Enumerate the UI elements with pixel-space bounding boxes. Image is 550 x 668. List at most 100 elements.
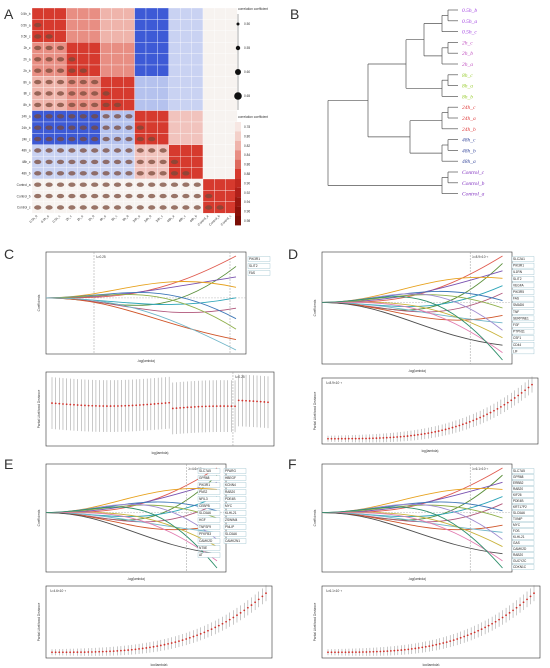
deviance-point <box>362 651 364 653</box>
heatmap-col-label: 2h_b <box>88 214 96 222</box>
deviance-point <box>499 405 502 408</box>
deviance-point <box>204 405 207 408</box>
gene-label-box <box>247 256 271 262</box>
heatmap-cell <box>180 64 192 77</box>
heatmap-cell <box>123 7 135 20</box>
heatmap-glyph <box>79 125 87 130</box>
deviance-point <box>330 437 333 440</box>
deviance-point <box>248 400 251 402</box>
deviance-point <box>228 618 231 621</box>
heatmap-glyph <box>68 159 76 165</box>
heatmap-cell <box>100 76 112 88</box>
heatmap-cell <box>191 110 204 123</box>
deviance-point <box>527 386 530 389</box>
deviance-point <box>188 636 191 639</box>
heatmap-glyph <box>79 79 87 85</box>
deviance-point <box>182 406 185 409</box>
coef-path <box>321 506 503 569</box>
deviance-point <box>73 403 75 406</box>
heatmap-glyph <box>79 171 87 176</box>
deviance-point <box>487 624 490 627</box>
legend-tick-top: 0.50 <box>244 22 250 26</box>
heatmap-cell <box>191 99 204 111</box>
deviance-point <box>120 649 122 652</box>
gene-label: PIK3R1 <box>249 257 260 261</box>
heatmap-cell <box>191 7 204 20</box>
heatmap-cell <box>180 156 192 168</box>
dendrogram-leaf-label: 2h_b <box>462 51 473 57</box>
legend-size-dot <box>234 92 242 100</box>
heatmap-cell <box>202 156 215 168</box>
gene-label: PDE4B <box>513 499 523 503</box>
gene-label: FAS <box>249 271 255 275</box>
heatmap-cell <box>123 76 135 88</box>
deviance-point <box>475 418 478 420</box>
lasso-panel-d: λ=8.9×10⁻³ SLC2A1 PIK3R1 IL1RN SLIT2 VEGFA PIK… <box>313 251 539 453</box>
deviance-point <box>219 405 222 407</box>
heatmap-glyph <box>34 68 42 73</box>
heatmap-cell <box>145 87 158 100</box>
dendrogram-leaf-label: 0.5h_a <box>462 19 477 25</box>
heatmap-cell <box>202 19 215 31</box>
heatmap-cell <box>180 99 192 111</box>
gene-label: CD44 <box>513 343 521 347</box>
gene-label: HGF <box>199 518 206 522</box>
gene-label-box <box>511 480 535 486</box>
heatmap-cell <box>214 156 226 168</box>
panel-label-d: D <box>288 246 299 262</box>
heatmap-cell <box>157 30 169 43</box>
heatmap-cell <box>134 76 147 88</box>
heatmap-glyph <box>136 159 144 165</box>
deviance-point <box>386 650 389 653</box>
gene-label: KLHL21 <box>513 535 525 539</box>
deviance-point <box>445 641 448 644</box>
deviance-point <box>76 404 79 406</box>
y-axis-label: Partial Likelihood Deviance <box>37 603 41 642</box>
deviance-point <box>159 644 162 647</box>
gene-label: SLC6A6 <box>225 532 237 536</box>
heatmap-cell <box>100 64 112 77</box>
coef-path <box>45 297 237 351</box>
heatmap-cell <box>134 42 147 54</box>
gene-label-box <box>511 534 535 540</box>
legend-tick-bottom: 0.90 <box>244 181 250 185</box>
deviance-point <box>533 592 535 595</box>
gene-label: CSF1 <box>513 336 521 340</box>
deviance-point <box>337 651 340 654</box>
heatmap-glyph <box>102 148 110 153</box>
deviance-point <box>163 643 166 646</box>
gene-label: KLHL21 <box>225 511 237 515</box>
gene-label-box <box>197 475 221 481</box>
heatmap-glyph <box>159 171 167 176</box>
legend-size-dot <box>235 69 241 75</box>
heatmap-glyph <box>56 125 65 130</box>
heatmap-cell <box>157 42 169 54</box>
deviance-point <box>193 405 196 408</box>
deviance-point <box>54 402 57 405</box>
heatmap-glyph <box>56 91 65 96</box>
gene-label-box <box>223 503 247 509</box>
heatmap-col-label: 48h_c <box>178 214 187 223</box>
heatmap-row-label: Control_a <box>17 183 31 187</box>
deviance-point <box>330 651 333 654</box>
heatmap-glyph <box>45 193 53 199</box>
heatmap-cell <box>123 53 135 66</box>
heatmap-glyph <box>34 148 42 153</box>
deviance-point <box>236 614 238 617</box>
gene-label: FOS <box>513 529 520 533</box>
deviance-point <box>91 404 94 407</box>
heatmap-cell <box>168 76 181 88</box>
gene-label-box <box>511 289 535 295</box>
deviance-point <box>508 611 511 614</box>
gene-label-box <box>511 302 535 308</box>
heatmap-cell <box>145 110 158 123</box>
heatmap-glyph <box>182 171 190 176</box>
heatmap-glyph <box>113 159 122 165</box>
heatmap-glyph <box>79 136 87 142</box>
gene-label: PNLIP <box>225 525 234 529</box>
deviance-point <box>434 430 437 433</box>
heatmap-row-label: 2h_b <box>23 69 30 73</box>
gene-label: LIF <box>513 349 518 353</box>
coef-path <box>321 301 503 346</box>
